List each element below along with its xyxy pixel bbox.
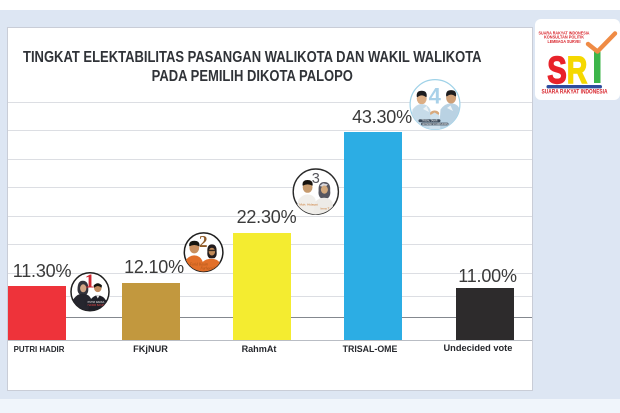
svg-text:Moh. Hidayat: Moh. Hidayat (299, 203, 317, 207)
svg-text:PUTRI DAKKA: PUTRI DAKKA (88, 301, 105, 304)
svg-text:SUARA RAKYAT INDONESIA: SUARA RAKYAT INDONESIA (539, 31, 590, 36)
svg-text:S: S (547, 49, 567, 92)
svg-text:Farid Kasim: Farid Kasim (189, 263, 209, 267)
svg-text:3: 3 (312, 171, 320, 187)
svg-text:AKHMAD SYARIFUDDIN: AKHMAD SYARIFUDDIN (422, 123, 448, 126)
svg-text:Nurhaenih: Nurhaenih (199, 267, 216, 271)
svg-text:1: 1 (85, 271, 95, 293)
svg-text:TRISAL TAHIR: TRISAL TAHIR (422, 120, 438, 123)
svg-text:SUARA RAKYAT INDONESIA: SUARA RAKYAT INDONESIA (542, 89, 608, 96)
svg-text:LEMBAGA SURVEI: LEMBAGA SURVEI (548, 39, 581, 44)
svg-text:R: R (567, 50, 588, 92)
svg-text:2: 2 (199, 232, 208, 251)
svg-text:HAIDIR BASIR: HAIDIR BASIR (88, 304, 105, 307)
svg-text:KONSULTAN POLITIK: KONSULTAN POLITIK (544, 35, 584, 40)
svg-text:4: 4 (429, 84, 442, 109)
svg-text:Irma T: Irma T (321, 207, 330, 211)
